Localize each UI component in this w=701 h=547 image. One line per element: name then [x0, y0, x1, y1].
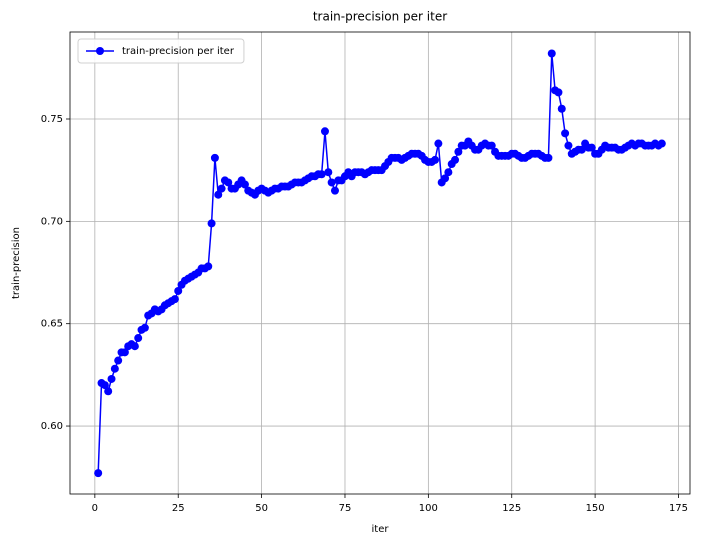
x-tick-label: 125	[502, 503, 521, 514]
marker	[130, 342, 139, 351]
marker	[544, 153, 553, 162]
marker	[451, 155, 460, 164]
x-tick-label: 50	[255, 503, 268, 514]
x-tick-label: 0	[92, 503, 98, 514]
marker	[140, 323, 149, 332]
x-axis-label: iter	[372, 524, 390, 535]
legend-marker	[96, 47, 104, 55]
y-tick-label: 0.65	[41, 319, 63, 330]
marker	[454, 147, 463, 156]
marker	[487, 141, 496, 150]
y-tick-label: 0.60	[41, 421, 63, 432]
marker	[577, 145, 586, 154]
marker	[210, 153, 219, 162]
marker	[554, 88, 563, 97]
axes-frame	[69, 31, 691, 495]
marker	[564, 141, 573, 150]
y-tick-label: 0.75	[41, 114, 63, 125]
marker	[114, 356, 123, 365]
marker	[224, 178, 233, 187]
marker	[107, 374, 116, 383]
marker	[587, 143, 596, 152]
x-tick-label: 25	[172, 503, 185, 514]
marker	[561, 129, 570, 138]
legend-label: train-precision per iter	[122, 46, 235, 57]
marker	[441, 174, 450, 183]
marker	[434, 139, 443, 148]
marker	[94, 469, 103, 478]
y-axis-label: train-precision	[11, 227, 22, 299]
marker	[240, 180, 249, 189]
marker	[320, 127, 329, 136]
marker	[104, 387, 113, 396]
marker	[207, 219, 216, 228]
marker	[431, 155, 440, 164]
marker	[174, 286, 183, 295]
marker	[120, 348, 129, 357]
marker	[444, 168, 453, 177]
marker	[204, 262, 213, 271]
marker	[100, 381, 109, 390]
marker	[327, 178, 336, 187]
marker	[170, 295, 179, 304]
chart-title: train-precision per iter	[313, 10, 447, 24]
legend	[77, 38, 245, 64]
marker	[547, 49, 556, 58]
marker	[217, 184, 226, 193]
marker	[110, 364, 119, 373]
x-tick-label: 100	[419, 503, 438, 514]
marker	[324, 168, 333, 177]
marker	[214, 190, 223, 199]
x-tick-label: 175	[669, 503, 688, 514]
marker	[317, 170, 326, 179]
x-tick-label: 75	[339, 503, 352, 514]
marker	[134, 334, 143, 343]
y-tick-label: 0.70	[41, 216, 63, 227]
x-tick-label: 150	[586, 503, 605, 514]
marker	[557, 104, 566, 113]
marker	[657, 139, 666, 148]
marker	[330, 186, 339, 195]
